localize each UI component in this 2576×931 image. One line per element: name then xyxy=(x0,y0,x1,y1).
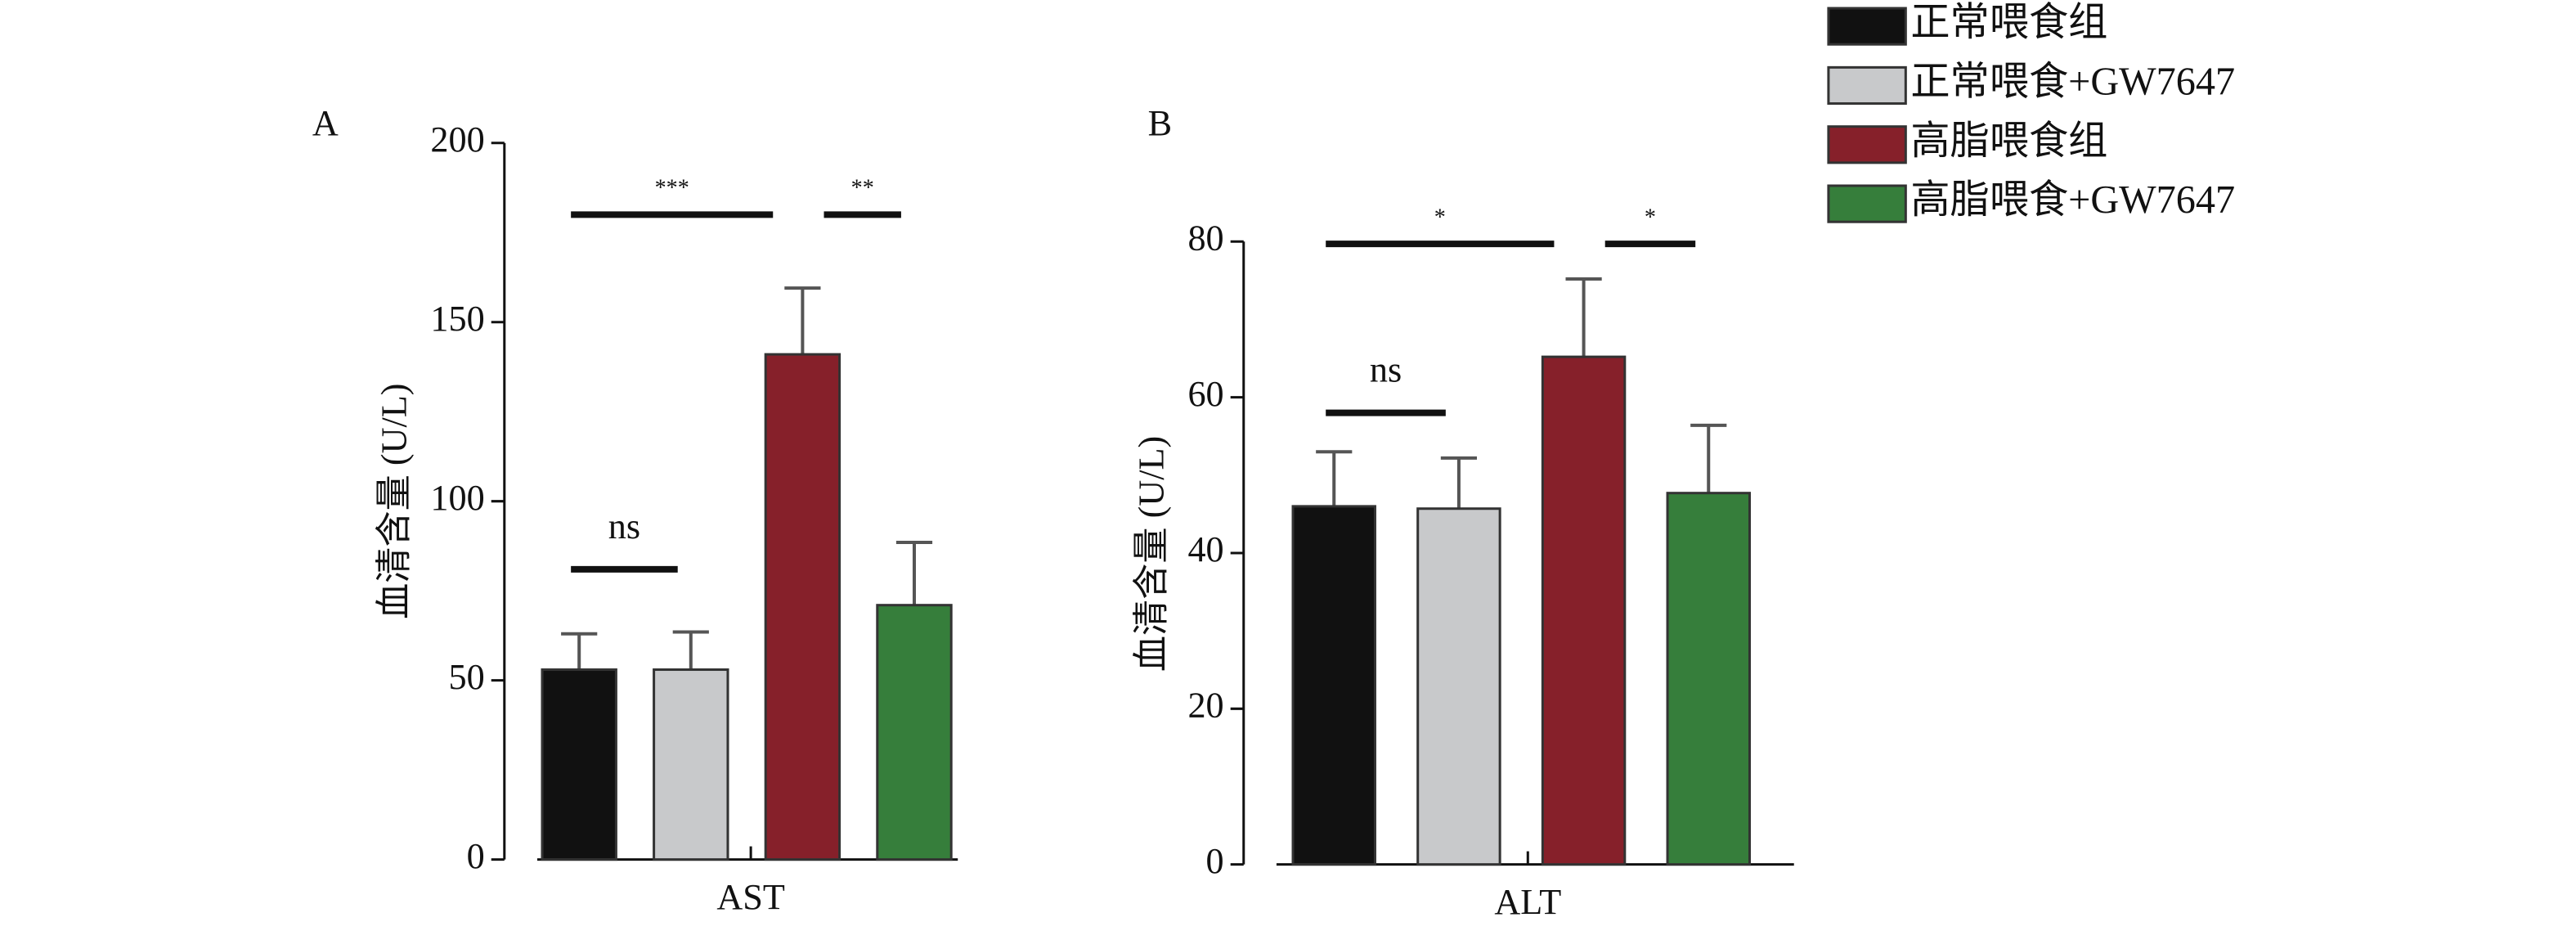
y-tick-label: 200 xyxy=(430,119,484,160)
bar xyxy=(653,668,729,861)
y-tick-label: 40 xyxy=(1187,529,1223,569)
bar xyxy=(1416,507,1501,866)
y-axis-title: 血清含量 (U/L) xyxy=(1131,436,1171,672)
x-tick-label: AST xyxy=(716,877,784,917)
legend-label: 正常喂食组 xyxy=(1910,1,2107,44)
legend-label: 高脂喂食+GW7647 xyxy=(1910,178,2235,222)
bar xyxy=(541,668,617,861)
legend-swatch xyxy=(1827,7,1907,46)
bar xyxy=(1291,505,1376,866)
legend-label: 高脂喂食组 xyxy=(1910,119,2107,163)
legend-label: 正常喂食+GW7647 xyxy=(1910,61,2235,104)
y-tick-label: 100 xyxy=(430,478,484,518)
y-tick-label: 0 xyxy=(1206,841,1224,881)
panel-label: B xyxy=(1148,103,1172,143)
significance-label: * xyxy=(1645,205,1656,230)
y-tick-label: 0 xyxy=(467,836,485,876)
significance-label: ns xyxy=(608,506,640,546)
y-axis-title: 血清含量 (U/L) xyxy=(374,383,414,618)
y-tick-label: 150 xyxy=(430,299,484,339)
legend-swatch xyxy=(1827,125,1907,164)
bar xyxy=(1541,355,1627,866)
panel-label: A xyxy=(312,103,339,143)
bar xyxy=(876,604,953,861)
bar xyxy=(764,353,841,861)
significance-label: * xyxy=(1434,205,1446,230)
significance-label: ** xyxy=(851,176,874,201)
significance-label: *** xyxy=(655,176,689,201)
y-tick-label: 80 xyxy=(1187,218,1223,258)
y-tick-label: 50 xyxy=(448,657,484,697)
legend-swatch xyxy=(1827,184,1907,223)
y-tick-label: 60 xyxy=(1187,374,1223,414)
x-tick-label: ALT xyxy=(1494,882,1561,922)
significance-label: ns xyxy=(1370,350,1402,390)
legend-swatch xyxy=(1827,65,1907,106)
y-tick-label: 20 xyxy=(1187,685,1223,725)
bar xyxy=(1666,492,1751,866)
